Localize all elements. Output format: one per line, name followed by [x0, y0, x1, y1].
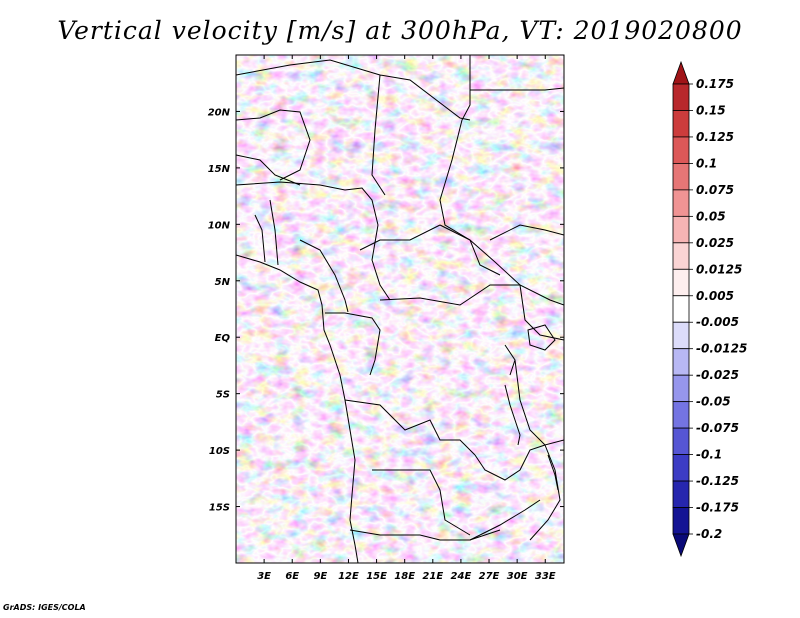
- colorbar-swatch: [672, 268, 690, 297]
- y-tick-label: 20N: [208, 107, 231, 118]
- colorbar-label: -0.175: [696, 501, 739, 515]
- colorbar-label: -0.005: [696, 315, 739, 329]
- colorbar-swatch: [672, 189, 690, 217]
- colorbar-label: -0.125: [696, 474, 739, 488]
- colorbar-label: 0.005: [696, 289, 734, 303]
- colorbar-label: 0.15: [696, 103, 726, 117]
- colorbar: 0.175 0.15 0.125 0.1 0.075 0.05 0.025 0.0125 0.0…: [672, 60, 747, 558]
- border-drc-zambia: [474, 444, 546, 481]
- lake-malawi: [547, 454, 559, 491]
- border-nigeria-cameroon: [299, 239, 349, 313]
- border-niger-nigeria: [236, 181, 379, 226]
- colorbar-label: 0.025: [696, 236, 734, 250]
- colorbar-label: 0.05: [696, 209, 726, 223]
- colorbar-swatch: [672, 454, 690, 482]
- border-egypt: [470, 87, 564, 91]
- chart-title: Vertical velocity [m/s] at 300hPa, VT: 2…: [57, 16, 743, 45]
- lake-victoria: [527, 324, 556, 351]
- grads-credit: GrADS: IGES/COLA: [3, 603, 86, 612]
- colorbar-label: -0.0125: [696, 342, 747, 356]
- colorbar-swatch: [672, 83, 690, 111]
- x-tick-label: 6E: [285, 571, 299, 582]
- colorbar-swatch: [672, 321, 690, 350]
- x-tick-label: 18E: [394, 571, 415, 582]
- border-tanzania: [514, 359, 564, 446]
- border-car-drc: [379, 284, 520, 306]
- y-tick-label: 10N: [208, 220, 231, 231]
- colorbar-label: 0.175: [696, 77, 734, 91]
- colorbar-label: 0.125: [696, 130, 734, 144]
- map-frame: [235, 54, 565, 564]
- x-axis: 3E 6E 9E 12E 15E 18E 21E 24E 27E 30E 33E: [257, 55, 556, 582]
- y-axis: 20N 15N 10N 5N EQ 5S 10S 15S: [208, 107, 564, 514]
- colorbar-label: 0.0125: [696, 262, 742, 276]
- y-tick-label: 15N: [208, 164, 231, 175]
- colorbar-swatch: [672, 215, 690, 244]
- colorbar-label: -0.1: [696, 448, 722, 462]
- y-tick-label: 5S: [216, 390, 230, 401]
- border-angola-zambia: [372, 469, 471, 536]
- y-tick-label: 5N: [215, 277, 231, 288]
- y-tick-label: 15S: [209, 503, 230, 514]
- border-rwanda-burundi: [504, 344, 516, 376]
- vertical-velocity-field: [236, 55, 564, 563]
- colorbar-swatch: [672, 163, 690, 191]
- colorbar-swatch: [672, 374, 690, 403]
- y-tick-label: 10S: [209, 446, 230, 457]
- country-borders: [236, 55, 564, 563]
- border-cameroon-car: [371, 224, 391, 301]
- x-tick-label: 27E: [479, 571, 500, 582]
- border-mali-niger: [236, 154, 301, 186]
- border-libya-chad: [371, 74, 386, 196]
- x-tick-label: 3E: [257, 571, 271, 582]
- x-tick-label: 12E: [338, 571, 359, 582]
- colorbar-label: -0.075: [696, 421, 739, 435]
- colorbar-swatch: [672, 136, 690, 164]
- border-benin: [269, 199, 279, 266]
- border-zambia-zimbabwe: [469, 499, 541, 541]
- border-drc-angola: [344, 399, 476, 456]
- lake-tanganyika: [504, 384, 521, 446]
- y-tick-label: EQ: [215, 333, 231, 344]
- border-uganda-kenya: [519, 284, 564, 341]
- border-chad-car: [359, 224, 441, 251]
- border-mozambique: [529, 444, 561, 541]
- colorbar-swatch: [672, 60, 690, 85]
- colorbar-swatch: [672, 533, 690, 558]
- colorbar-label: 0.1: [696, 156, 717, 170]
- colorbar-swatch: [672, 242, 690, 270]
- border-namibia: [349, 529, 501, 541]
- colorbar-swatch: [672, 507, 690, 535]
- colorbar-swatch: [672, 110, 690, 138]
- x-tick-label: 24E: [451, 571, 472, 582]
- colorbar-swatch: [672, 427, 690, 455]
- x-tick-label: 30E: [507, 571, 528, 582]
- colorbar-swatch: [672, 348, 690, 376]
- border-congo-gabon: [325, 312, 381, 376]
- x-tick-label: 9E: [313, 571, 327, 582]
- colorbar-swatch: [672, 480, 690, 508]
- border-ghana-togo: [254, 214, 266, 263]
- x-tick-label: 21E: [422, 571, 443, 582]
- colorbar-swatch: [672, 295, 690, 323]
- colorbar-swatch: [672, 401, 690, 429]
- border-sudan: [439, 55, 564, 306]
- colorbar-label: -0.2: [696, 527, 722, 541]
- border-ethiopia: [489, 224, 564, 241]
- colorbar-label: -0.025: [696, 368, 739, 382]
- coastline-west: [236, 254, 359, 563]
- x-tick-label: 33E: [535, 571, 556, 582]
- x-tick-label: 15E: [366, 571, 387, 582]
- border-west-africa: [236, 109, 311, 181]
- border-south-sudan: [439, 224, 501, 276]
- colorbar-label: 0.075: [696, 183, 734, 197]
- colorbar-label: -0.05: [696, 395, 731, 409]
